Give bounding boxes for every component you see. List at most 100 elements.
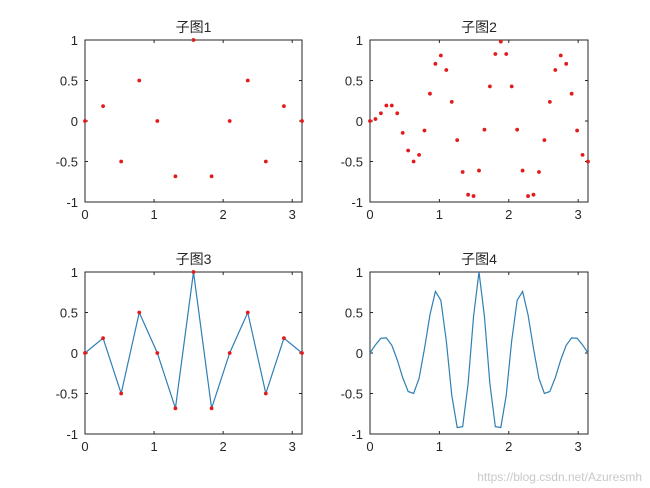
y-tick-label: -1 bbox=[66, 427, 78, 442]
data-point bbox=[531, 192, 536, 197]
data-point bbox=[580, 152, 585, 157]
data-point bbox=[547, 99, 552, 104]
y-tick-label: -0.5 bbox=[56, 155, 78, 170]
data-point bbox=[400, 131, 405, 135]
data-point bbox=[209, 406, 214, 411]
data-point bbox=[488, 84, 492, 89]
data-point bbox=[460, 170, 465, 174]
data-point bbox=[428, 91, 432, 96]
data-point bbox=[509, 84, 514, 89]
data-point bbox=[263, 159, 268, 164]
y-tick-label: 1 bbox=[356, 265, 363, 280]
data-point bbox=[245, 310, 250, 315]
subplot-title: 子图2 bbox=[461, 19, 497, 35]
data-point bbox=[586, 159, 590, 164]
data-point bbox=[477, 168, 481, 173]
data-point bbox=[137, 78, 142, 83]
data-point bbox=[569, 91, 574, 96]
data-point bbox=[173, 174, 178, 179]
data-point bbox=[542, 138, 547, 143]
x-tick-label: 0 bbox=[366, 207, 373, 222]
data-point bbox=[553, 68, 558, 72]
data-point bbox=[395, 111, 400, 116]
data-point bbox=[263, 391, 268, 396]
x-tick-label: 3 bbox=[575, 439, 582, 454]
subplot-3: 0 1 2 3 -1 -0.5 0 0.5 1 子图3 bbox=[56, 251, 304, 454]
data-point bbox=[558, 53, 563, 58]
y-tick-label: 1 bbox=[71, 33, 78, 48]
data-point bbox=[406, 148, 411, 153]
data-point bbox=[526, 194, 530, 198]
y-tick-label: 0.5 bbox=[345, 74, 363, 89]
subplot-2: 0 1 2 3 -1 -0.5 0 0.5 1 子图2 bbox=[341, 19, 590, 222]
data-point bbox=[515, 127, 520, 132]
y-tick-label: 0.5 bbox=[345, 306, 363, 321]
data-point bbox=[520, 168, 525, 173]
data-point bbox=[119, 159, 124, 164]
y-tick-label: -1 bbox=[351, 195, 363, 210]
data-point bbox=[384, 103, 389, 108]
data-point bbox=[101, 104, 105, 109]
data-point bbox=[417, 152, 421, 157]
x-tick-label: 0 bbox=[81, 439, 88, 454]
data-point bbox=[537, 170, 541, 174]
x-tick-label: 2 bbox=[505, 439, 512, 454]
x-tick-label: 1 bbox=[150, 439, 157, 454]
data-point bbox=[227, 119, 232, 123]
data-point bbox=[498, 39, 503, 44]
data-point bbox=[373, 117, 378, 121]
x-tick-label: 2 bbox=[505, 207, 512, 222]
data-point bbox=[466, 192, 470, 197]
data-point bbox=[119, 391, 124, 396]
x-tick-label: 1 bbox=[436, 439, 443, 454]
data-point bbox=[438, 53, 443, 58]
x-tick-label: 3 bbox=[289, 439, 296, 454]
data-point bbox=[245, 78, 250, 83]
data-point bbox=[368, 119, 372, 123]
data-point bbox=[433, 61, 438, 66]
data-point bbox=[300, 119, 304, 123]
subplot-title: 子图4 bbox=[461, 251, 497, 267]
data-point bbox=[83, 119, 87, 123]
x-tick-label: 2 bbox=[220, 439, 227, 454]
y-tick-label: -0.5 bbox=[341, 155, 363, 170]
data-point bbox=[444, 68, 449, 72]
x-tick-label: 1 bbox=[436, 207, 443, 222]
subplot-1: 0 1 2 3 -1 -0.5 0 0.5 1 子图1 bbox=[56, 19, 304, 222]
data-point bbox=[191, 270, 196, 274]
y-tick-label: 1 bbox=[71, 265, 78, 280]
data-point bbox=[101, 336, 105, 341]
data-point bbox=[209, 174, 214, 179]
data-point bbox=[455, 138, 460, 143]
subplot-title: 子图3 bbox=[176, 251, 212, 267]
data-point bbox=[282, 104, 286, 109]
data-point bbox=[564, 61, 569, 66]
data-point bbox=[411, 159, 416, 164]
x-tick-label: 3 bbox=[289, 207, 296, 222]
x-tick-label: 0 bbox=[81, 207, 88, 222]
data-point bbox=[137, 310, 142, 315]
x-tick-label: 0 bbox=[366, 439, 373, 454]
x-tick-label: 2 bbox=[220, 207, 227, 222]
data-point bbox=[504, 52, 509, 56]
y-tick-label: 0 bbox=[71, 346, 78, 361]
axes-box bbox=[84, 271, 303, 435]
subplot-4: 0 1 2 3 -1 -0.5 0 0.5 1 子图4 bbox=[341, 251, 589, 454]
y-tick-label: 0 bbox=[356, 114, 363, 129]
data-point bbox=[300, 351, 304, 355]
axes-box bbox=[84, 39, 303, 203]
y-tick-label: 1 bbox=[356, 33, 363, 48]
y-tick-label: -1 bbox=[66, 195, 78, 210]
data-point bbox=[155, 351, 160, 355]
y-tick-label: 0.5 bbox=[60, 306, 78, 321]
data-point bbox=[493, 52, 498, 56]
y-tick-label: 0 bbox=[356, 346, 363, 361]
data-point bbox=[471, 194, 476, 198]
y-tick-label: 0.5 bbox=[60, 74, 78, 89]
y-tick-label: -0.5 bbox=[341, 387, 363, 402]
x-tick-label: 3 bbox=[575, 207, 582, 222]
y-tick-label: -0.5 bbox=[56, 387, 78, 402]
data-point bbox=[83, 351, 87, 355]
data-point bbox=[379, 111, 383, 116]
